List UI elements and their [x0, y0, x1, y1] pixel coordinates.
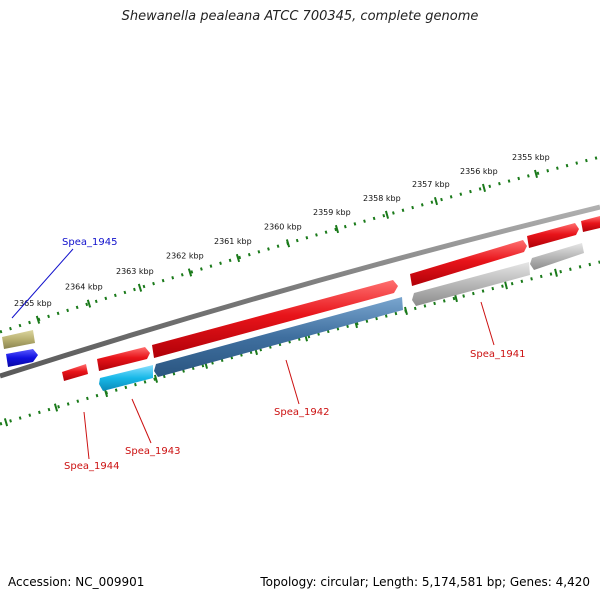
ruler-inner-major-tick: [153, 374, 159, 383]
gene-label-spea-1941[interactable]: Spea_1941: [470, 349, 525, 360]
gene-feature-forward[interactable]: [62, 364, 88, 381]
ruler-inner-major-tick: [3, 418, 9, 427]
gene-feature-navy[interactable]: [6, 349, 38, 367]
ruler-major-tick: [384, 210, 390, 219]
ruler-tick-label: 2361 kbp: [214, 237, 252, 246]
ruler-inner-major-tick: [554, 268, 558, 277]
ruler-tick-label: 2358 kbp: [363, 194, 401, 203]
leader-line-spea-1941: [480, 301, 495, 346]
gene-feature-forward[interactable]: [152, 280, 398, 358]
ruler-tick-label: 2357 kbp: [412, 180, 450, 189]
gene-feature-forward[interactable]: [97, 347, 150, 371]
leader-line-spea-1943: [131, 398, 152, 444]
ruler-tick-label: 2359 kbp: [313, 208, 351, 217]
ruler-labels: 2355 kbp 2356 kbp 2357 kbp 2358 kbp 2359 kbp…: [14, 153, 550, 308]
gene-feature-grey[interactable]: [412, 262, 530, 306]
leader-line-spea-1945: [11, 248, 74, 319]
ruler-major-tick: [187, 268, 193, 277]
genome-summary-text: Topology: circular; Length: 5,174,581 bp…: [260, 575, 590, 589]
gene-feature-cyan[interactable]: [99, 365, 153, 391]
gene-labels: Spea_1941 Spea_1942 Spea_1943 Spea_1944 …: [62, 237, 525, 472]
reverse-strand-genes: [2, 243, 584, 391]
map-title: Shewanella pealeana ATCC 700345, complet…: [121, 9, 479, 24]
ruler-inner-major-tick: [53, 403, 59, 412]
gene-label-leaders: [11, 248, 495, 460]
genome-backbone: [0, 204, 600, 379]
ruler-inner-major-tick: [454, 293, 458, 303]
ruler-inner-dots: [0, 260, 600, 426]
ruler-major-tick: [534, 169, 538, 178]
gene-feature-olive[interactable]: [2, 330, 35, 349]
ruler-major-tick: [334, 224, 340, 234]
ruler-major-tick: [433, 196, 439, 206]
gene-label-spea-1944[interactable]: Spea_1944: [64, 461, 119, 472]
ruler-tick-label: 2365 kbp: [14, 299, 52, 308]
ruler-tick-label: 2355 kbp: [512, 153, 550, 162]
accession-text: Accession: NC_009901: [8, 575, 145, 589]
leader-line-spea-1942: [285, 359, 300, 405]
leader-line-spea-1944: [83, 411, 90, 460]
ruler-ticks: [35, 169, 538, 324]
gene-feature-grey[interactable]: [530, 243, 584, 270]
gene-label-spea-1945[interactable]: Spea_1945: [62, 237, 117, 248]
gene-feature-steelblue[interactable]: [154, 297, 403, 377]
ruler-tick-label: 2362 kbp: [166, 251, 204, 260]
ruler-major-tick: [235, 253, 241, 263]
gene-label-spea-1943[interactable]: Spea_1943: [125, 446, 180, 457]
ruler-tick-label: 2363 kbp: [116, 267, 154, 276]
gene-feature-forward[interactable]: [527, 223, 579, 248]
ruler-major-tick: [481, 183, 487, 192]
ruler-major-tick: [86, 299, 92, 308]
ruler-major-tick: [285, 239, 291, 248]
ruler-major-tick: [137, 283, 143, 292]
gene-label-spea-1942[interactable]: Spea_1942: [274, 407, 329, 418]
gene-feature-forward[interactable]: [581, 216, 600, 232]
gene-feature-forward[interactable]: [410, 240, 527, 286]
ruler-inner-major-tick: [103, 388, 109, 398]
ruler-inner-major-tick: [404, 306, 408, 316]
ruler-tick-label: 2360 kbp: [264, 222, 302, 231]
ruler-inner-major-tick: [504, 281, 508, 290]
ruler-tick-label: 2356 kbp: [460, 167, 498, 176]
ruler-tick-label: 2364 kbp: [65, 283, 103, 292]
forward-strand-genes: [62, 216, 600, 381]
ruler-major-tick: [35, 315, 41, 324]
